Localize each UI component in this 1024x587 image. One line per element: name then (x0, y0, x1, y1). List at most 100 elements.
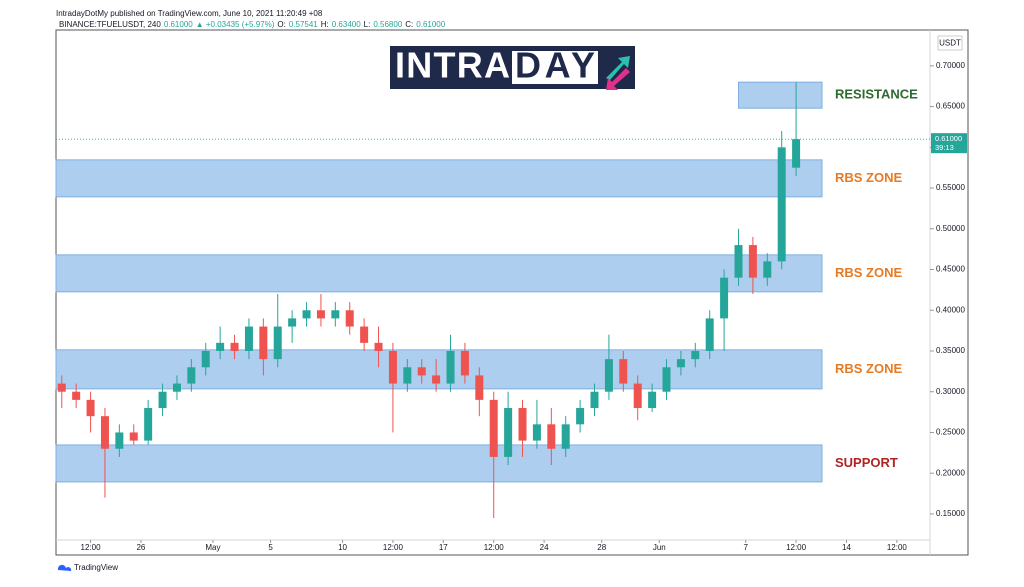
candle-body (676, 359, 685, 368)
zone-label: RBS ZONE (835, 361, 903, 376)
candle-body (316, 310, 325, 319)
x-tick-label: 26 (136, 543, 145, 552)
x-tick-label: 24 (540, 543, 549, 552)
y-tick-label: 0.25000 (936, 428, 965, 437)
x-tick-label: 12:00 (887, 543, 908, 552)
zone (737, 81, 823, 109)
candle-body (777, 147, 786, 262)
currency-box (937, 35, 963, 51)
chart-frame (55, 29, 969, 556)
candle-body (720, 277, 729, 319)
logo-arrow (606, 56, 630, 80)
x-tick-label: May (205, 543, 220, 552)
last-price-box (931, 133, 967, 154)
candle-body (446, 350, 455, 384)
y-tick-label: 0.45000 (936, 265, 965, 274)
candle-body (345, 310, 354, 327)
ohlc-key: O: (277, 20, 285, 29)
candle-body (734, 245, 743, 278)
candle-body (532, 424, 541, 441)
symbol-line: BINANCE:TFUELUSDT, 240 0.61000 ▲ +0.03435 … (59, 20, 446, 29)
zone (55, 159, 823, 198)
candle-body (475, 375, 484, 400)
candle-body (115, 432, 124, 449)
candle-body (691, 350, 700, 360)
x-tick-label: 10 (338, 543, 347, 552)
candle-body (662, 367, 671, 392)
x-tick-label: 28 (597, 543, 606, 552)
candle-body (604, 359, 613, 392)
tv-icon (57, 564, 72, 571)
candle-body (417, 367, 426, 376)
candle-body (792, 139, 801, 168)
ohlc-key: L: (364, 20, 371, 29)
symbol-text: BINANCE:TFUELUSDT, 240 0.61000 ▲ +0.03435 … (59, 20, 446, 29)
y-tick-label: 0.35000 (936, 346, 965, 355)
candle-body (72, 391, 81, 400)
candle-body (590, 391, 599, 409)
zone-label: SUPPORT (835, 455, 898, 470)
logo: INTRA DAY (390, 45, 635, 90)
zone-label: RBS ZONE (835, 265, 903, 280)
candle-body (244, 326, 253, 351)
y-tick-label: 0.40000 (936, 305, 965, 314)
symbol: BINANCE:TFUELUSDT, 240 (59, 20, 161, 29)
ohlc-key: C: (405, 20, 413, 29)
candle-body (705, 318, 714, 351)
candle-body (748, 245, 757, 278)
candle-body (100, 416, 109, 449)
header-line: IntradayDotMy published on TradingView.c… (56, 9, 323, 18)
zone (55, 444, 823, 483)
zone (55, 254, 823, 293)
candle-body (216, 342, 225, 351)
ohlc-value: 0.61000 (416, 20, 445, 29)
countdown: 39:13 (935, 143, 954, 152)
candle-body (403, 367, 412, 384)
candle-body (86, 399, 95, 417)
ohlc-value: 0.56800 (373, 20, 402, 29)
candle-body (144, 408, 153, 441)
y-tick-label: 0.15000 (936, 509, 965, 518)
candle-body (504, 408, 513, 457)
candle-body (273, 326, 282, 360)
zone-label: RBS ZONE (835, 170, 903, 185)
y-tick-label: 0.30000 (936, 387, 965, 396)
candle-body (129, 432, 138, 441)
y-tick-label: 0.70000 (936, 61, 965, 70)
candle-body (57, 383, 66, 392)
candle-body (288, 318, 297, 327)
logo-text: INTRA (395, 45, 510, 86)
candle-body (172, 383, 181, 392)
x-tick-label: Jun (653, 543, 666, 552)
last-value: 0.61000 (164, 20, 193, 29)
candle-body (187, 367, 196, 384)
x-tick-label: 17 (439, 543, 448, 552)
logo-arrow (606, 68, 630, 90)
y-tick-label: 0.55000 (936, 183, 965, 192)
candle-body (561, 424, 570, 449)
ohlc-value: 0.57541 (289, 20, 318, 29)
candle-body (547, 424, 556, 449)
zone-label: RESISTANCE (835, 87, 918, 102)
candle-body (460, 350, 469, 376)
candle-body (302, 310, 311, 319)
x-tick-label: 12:00 (484, 543, 505, 552)
footer: TradingView (74, 563, 118, 572)
x-tick-label: 12:00 (383, 543, 404, 552)
candle-body (619, 359, 628, 384)
candle-body (489, 399, 498, 457)
ohlc-value: 0.63400 (332, 20, 361, 29)
logo-box (512, 51, 598, 84)
last-price-label: 0.61000 (935, 134, 962, 143)
candle-body (331, 310, 340, 319)
change: ▲ +0.03435 (+5.97%) (196, 20, 275, 29)
candle-body (432, 375, 441, 384)
candle-body (259, 326, 268, 360)
candle-body (633, 383, 642, 409)
logo-text: DAY (515, 45, 595, 86)
candle-body (374, 342, 383, 351)
candle-body (518, 408, 527, 441)
y-tick-label: 0.50000 (936, 224, 965, 233)
